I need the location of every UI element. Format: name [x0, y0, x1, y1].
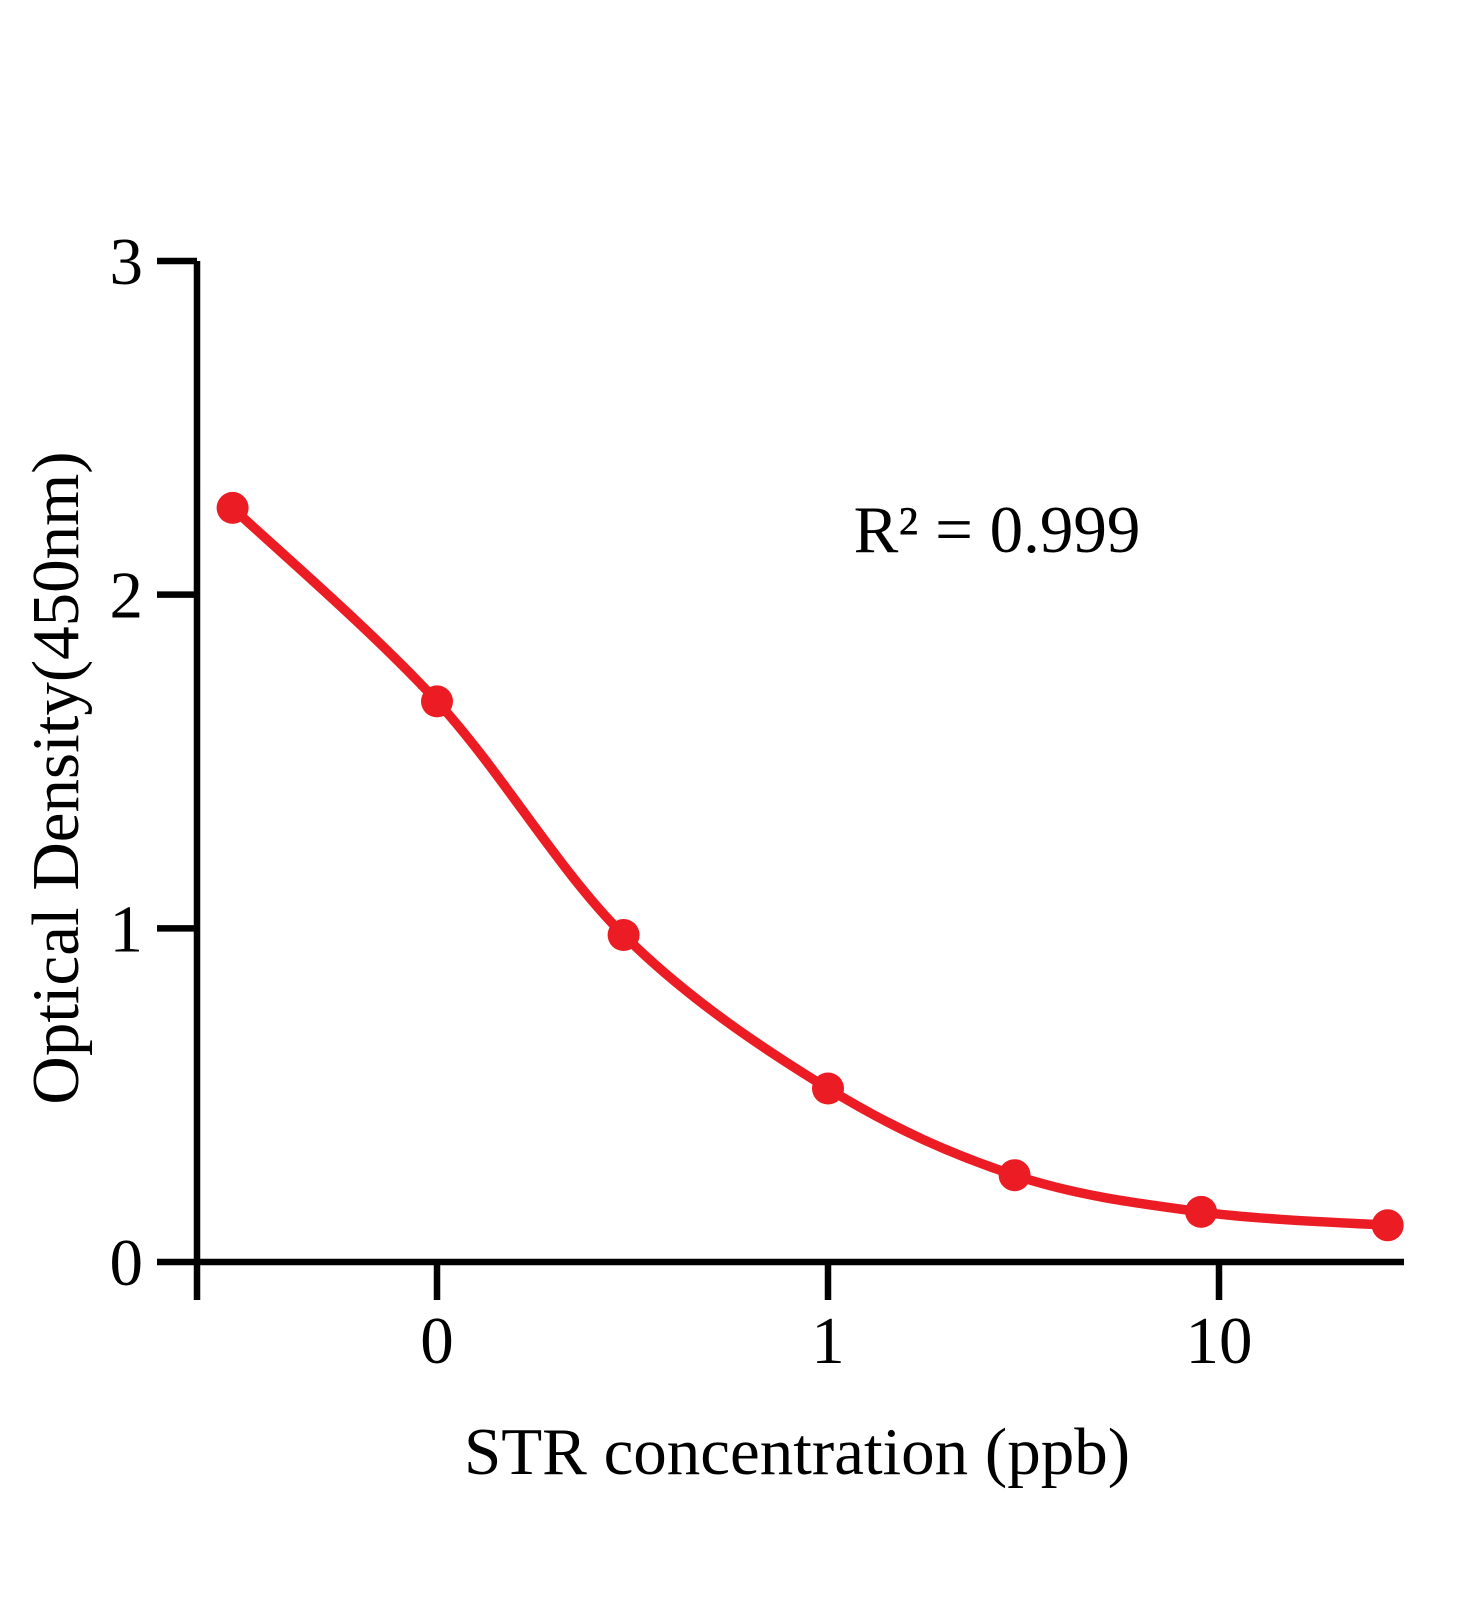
data-point-marker: [1185, 1195, 1218, 1228]
data-point-marker: [812, 1072, 844, 1105]
standard-curve-series: [216, 491, 1404, 1242]
r-squared-annotation: R² = 0.999: [854, 493, 1141, 567]
x-tick-label: 1: [811, 1304, 845, 1378]
y-tick-label: 0: [110, 1226, 144, 1300]
data-point-marker: [607, 919, 640, 951]
data-point-marker: [1371, 1209, 1404, 1242]
y-tick-label: 1: [110, 892, 144, 966]
data-point-marker: [421, 685, 453, 718]
data-point-marker: [216, 491, 249, 524]
standard-curve-line: [227, 503, 1393, 1231]
axes-layer: 0 1 10 0 1 2 3: [110, 225, 1404, 1378]
y-tick-label: 3: [110, 225, 144, 299]
data-point-marker: [998, 1159, 1031, 1192]
x-tick-label: 10: [1186, 1304, 1253, 1378]
y-axis-title: Optical Density(450nm): [19, 451, 93, 1104]
x-tick-label: 0: [420, 1304, 454, 1378]
x-axis-title: STR concentration (ppb): [464, 1415, 1130, 1489]
y-tick-label: 2: [110, 559, 144, 633]
